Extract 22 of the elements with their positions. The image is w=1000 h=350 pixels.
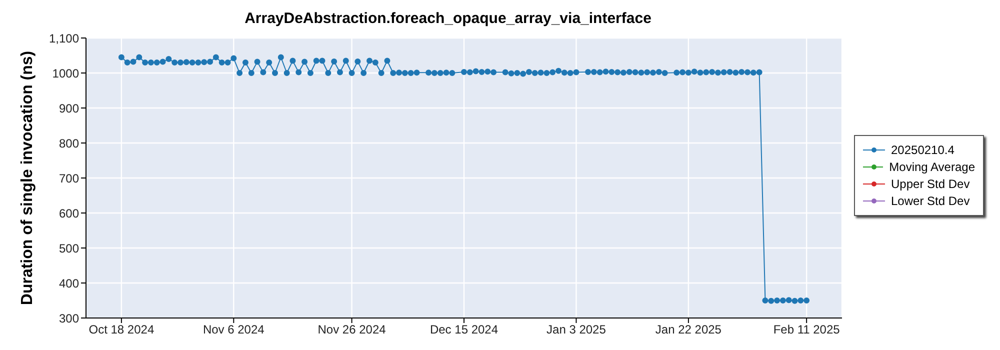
y-tick-label: 400 (58, 276, 80, 290)
y-tick-label: 900 (58, 101, 80, 116)
legend-label: 20250210.4 (891, 142, 954, 156)
x-tick-label: Nov 6 2024 (202, 322, 265, 337)
x-tick-label: Jan 22 2025 (655, 322, 722, 337)
x-tick-label: Oct 18 2024 (88, 322, 154, 337)
y-tick-label: 500 (58, 241, 80, 256)
y-tick-label: 300 (58, 311, 80, 326)
chart-title: ArrayDeAbstraction.foreach_opaque_array_via_interface (244, 10, 652, 27)
legend-label: Lower Std Dev (891, 194, 970, 208)
x-tick-label: Nov 26 2024 (318, 322, 386, 337)
y-axis-title: Duration of single invocation (ns) (19, 50, 36, 306)
x-tick-label: Feb 11 2025 (773, 322, 840, 337)
y-tick-label: 700 (58, 171, 80, 186)
y-tick-label: 1,100 (48, 31, 80, 46)
y-tick-label: 800 (58, 136, 80, 150)
y-tick-label: 1000 (52, 66, 80, 80)
legend-label: Moving Average (889, 160, 975, 174)
y-tick-label: 600 (58, 206, 80, 220)
x-tick-label: Jan 3 2025 (546, 322, 606, 337)
x-tick-label: Dec 15 2024 (430, 322, 498, 337)
legend-label: Upper Std Dev (891, 176, 970, 190)
